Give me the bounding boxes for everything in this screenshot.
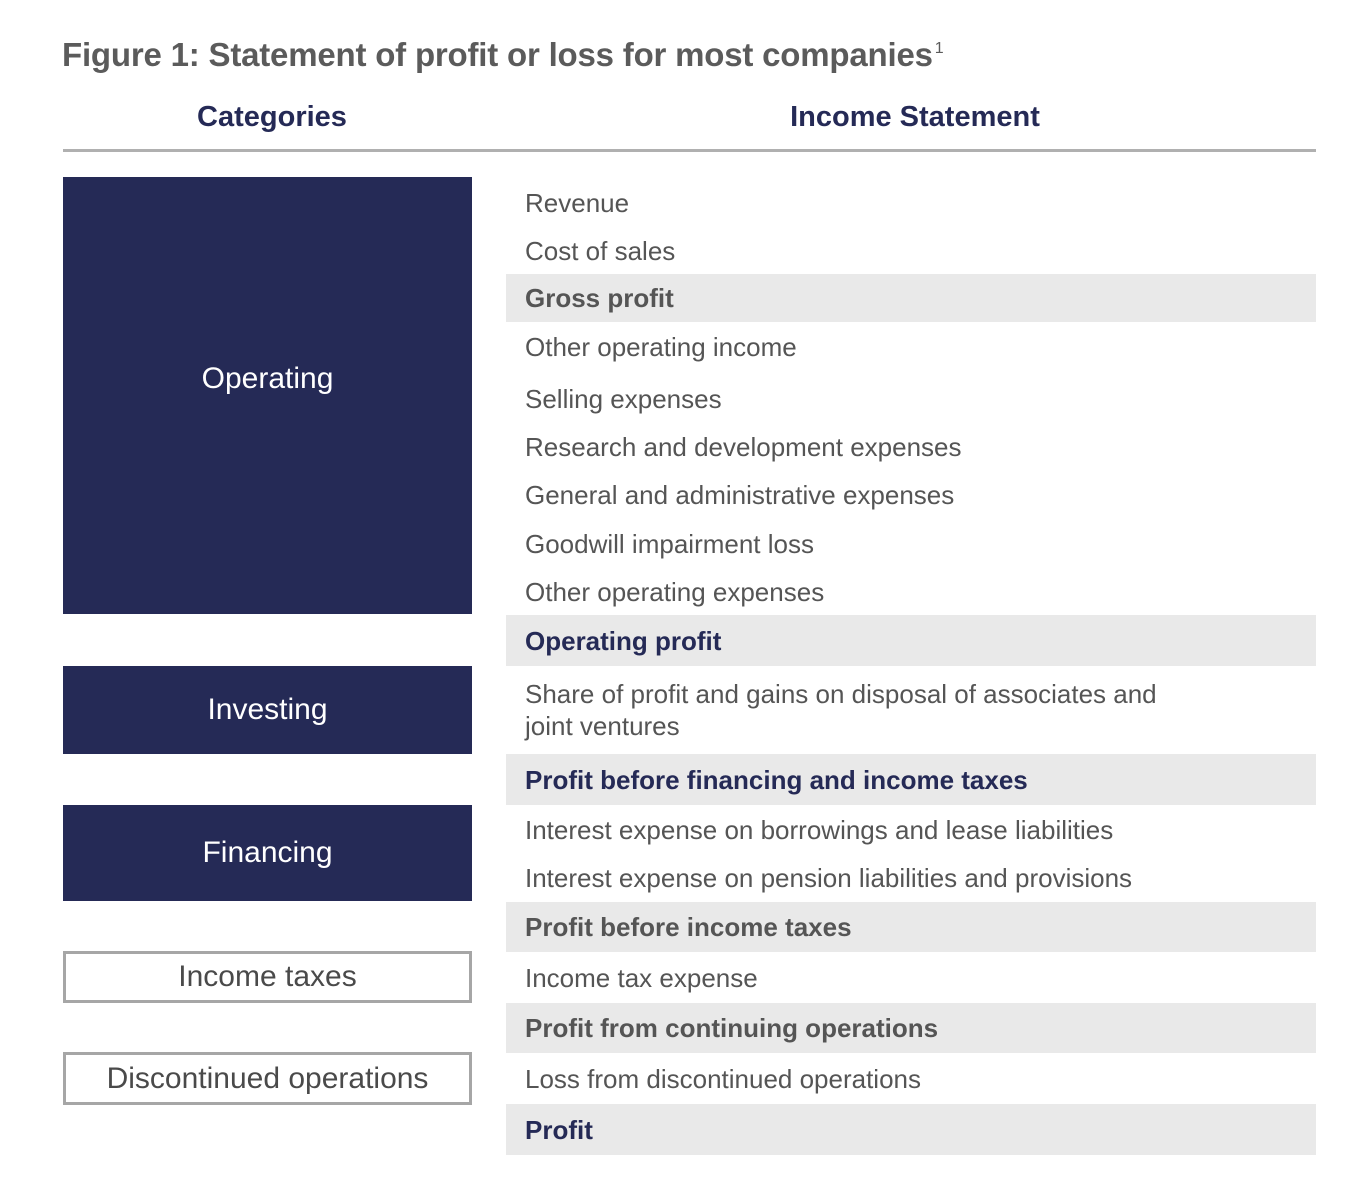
line-item: Interest expense on borrowings and lease… bbox=[525, 815, 1114, 845]
subtotal-row: Profit from continuing operations bbox=[506, 1003, 1316, 1053]
income-statement-header: Income Statement bbox=[790, 101, 1040, 133]
subtotal-row-highlight: Profit before financing and income taxes bbox=[506, 754, 1316, 805]
category-income-taxes: Income taxes bbox=[63, 951, 472, 1003]
subtotal-row: Gross profit bbox=[506, 274, 1316, 322]
line-item: Research and development expenses bbox=[525, 432, 962, 462]
line-item: Income tax expense bbox=[525, 962, 758, 993]
line-item-multiline: Share of profit and gains on disposal of… bbox=[506, 666, 1316, 754]
line-item: Loss from discontinued operations bbox=[525, 1063, 922, 1094]
category-income-taxes-label: Income taxes bbox=[178, 960, 357, 993]
category-financing: Financing bbox=[63, 805, 472, 901]
figure-title-text: Figure 1: Statement of profit or loss fo… bbox=[62, 36, 933, 73]
line-item: Interest expense on pension liabilities … bbox=[525, 863, 1133, 893]
line-item: Other operating income bbox=[525, 332, 797, 362]
footnote-marker: 1 bbox=[934, 40, 944, 57]
line-item: Other operating expenses bbox=[525, 577, 825, 607]
line-item: Goodwill impairment loss bbox=[525, 529, 814, 559]
line-item-text: Share of profit and gains on disposal of… bbox=[525, 679, 1157, 741]
category-operating: Operating bbox=[63, 177, 472, 614]
category-investing-label: Investing bbox=[207, 693, 328, 726]
category-operating-label: Operating bbox=[201, 361, 334, 395]
category-financing-label: Financing bbox=[202, 836, 333, 869]
line-item: Revenue bbox=[525, 188, 630, 218]
category-discontinued-operations-label: Discontinued operations bbox=[106, 1061, 429, 1095]
figure-title: Figure 1: Statement of profit or loss fo… bbox=[62, 36, 944, 74]
subtotal-row-highlight: Profit bbox=[506, 1104, 1316, 1155]
category-investing: Investing bbox=[63, 666, 472, 754]
line-item: Selling expenses bbox=[525, 384, 722, 414]
category-discontinued-operations: Discontinued operations bbox=[63, 1052, 472, 1105]
categories-header: Categories bbox=[197, 101, 347, 133]
subtotal-row-highlight: Operating profit bbox=[506, 615, 1316, 666]
subtotal-row: Profit before income taxes bbox=[506, 902, 1316, 952]
line-item: General and administrative expenses bbox=[525, 480, 955, 510]
line-item: Cost of sales bbox=[525, 236, 676, 266]
header-divider bbox=[63, 149, 1316, 152]
